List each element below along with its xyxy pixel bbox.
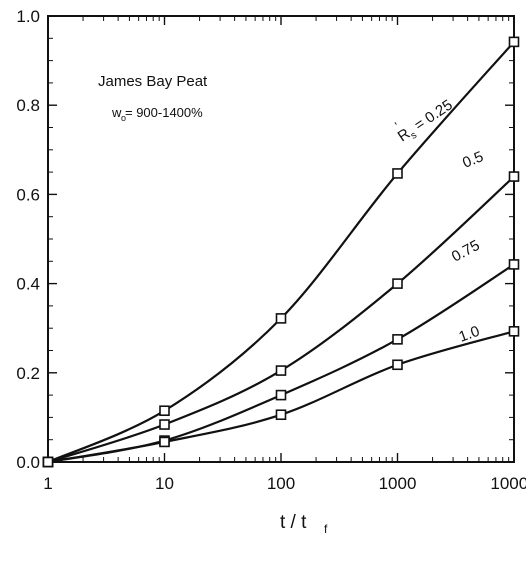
data-point-marker xyxy=(508,326,520,337)
data-point-marker xyxy=(275,313,287,324)
data-point-marker xyxy=(159,436,170,448)
data-markers xyxy=(42,36,520,468)
y-tick-label: 0.6 xyxy=(16,185,40,204)
data-point-marker xyxy=(159,405,170,417)
data-point-marker xyxy=(275,389,287,401)
data-point-marker xyxy=(508,36,520,48)
x-tick-label: 1 xyxy=(43,474,52,493)
data-point-marker xyxy=(508,171,520,182)
svg-text:': ' xyxy=(392,119,402,132)
water-content-subscript: o xyxy=(121,113,126,123)
y-tick-label: 0.4 xyxy=(16,275,40,294)
series-label-10: 1.0 xyxy=(457,323,482,346)
y-tick-label: 1.0 xyxy=(16,7,40,26)
x-axis-label: t / t xyxy=(280,512,307,533)
y-tick-label: 0.8 xyxy=(16,96,40,115)
data-point-marker xyxy=(42,456,54,468)
data-point-marker xyxy=(392,278,403,289)
x-tick-label: 1000 xyxy=(379,474,417,493)
x-tick-label: 100 xyxy=(267,474,295,493)
water-content-text: w = 900-1400% xyxy=(111,105,203,120)
data-point-marker xyxy=(159,419,170,430)
material-label: James Bay Peat xyxy=(98,73,208,90)
plot-area xyxy=(47,15,515,463)
x-tick-label: 10 xyxy=(155,474,174,493)
series-label-05: 0.5 xyxy=(460,148,486,172)
data-point-marker xyxy=(508,259,520,270)
data-point-marker xyxy=(392,359,403,371)
y-tick-label: 0.2 xyxy=(16,364,40,383)
water-content-label: w = 900-1400% xyxy=(111,105,203,120)
series-label-025-sub: s xyxy=(409,130,419,142)
data-point-marker xyxy=(275,409,287,421)
data-point-marker xyxy=(275,365,287,376)
y-tick-label: 0.0 xyxy=(16,453,40,472)
data-point-marker xyxy=(392,168,403,179)
data-point-marker xyxy=(392,334,403,345)
x-axis-label-subscript: f xyxy=(324,522,328,536)
